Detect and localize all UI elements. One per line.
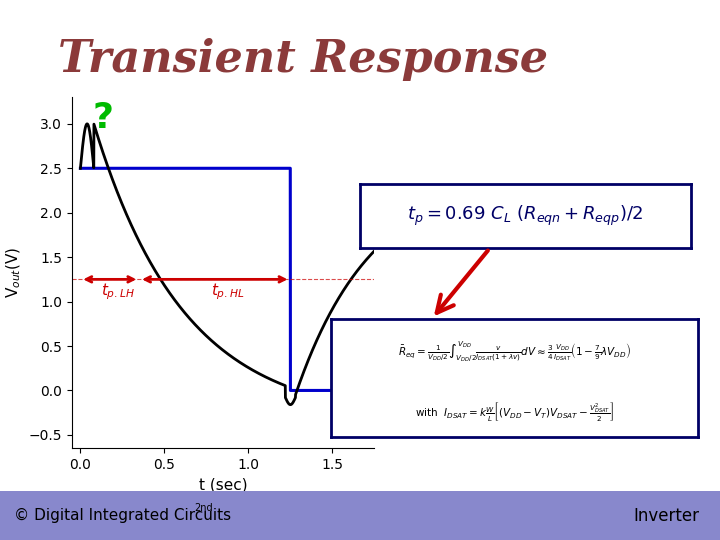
Text: © Digital Integrated Circuits: © Digital Integrated Circuits [14,508,232,523]
Y-axis label: V$_{out}$(V): V$_{out}$(V) [5,247,23,299]
Text: ?: ? [92,102,113,136]
Text: $t_{p.LH}$: $t_{p.LH}$ [102,281,135,302]
Text: $\bar{R}_{eq} = \frac{1}{V_{DD}/2}\int_{V_{DD}/2}^{V_{DD}} \frac{v}{I_{DSAT}(1+\: $\bar{R}_{eq} = \frac{1}{V_{DD}/2}\int_{… [398,340,631,365]
Text: 2nd: 2nd [194,503,213,514]
Text: $t_{p.HL}$: $t_{p.HL}$ [212,281,245,302]
X-axis label: t (sec): t (sec) [199,477,248,492]
Text: $t_p = 0.69\ C_L\ (R_{eqn}+R_{eqp})/2$: $t_p = 0.69\ C_L\ (R_{eqn}+R_{eqp})/2$ [408,204,644,228]
Text: Transient Response: Transient Response [58,38,548,81]
Text: with $\ I_{DSAT} = k\frac{W}{L}\left[(V_{DD}-V_T)V_{DSAT} - \frac{V_{DSAT}^2}{2}: with $\ I_{DSAT} = k\frac{W}{L}\left[(V_… [415,400,614,423]
Text: Inverter: Inverter [634,507,700,525]
